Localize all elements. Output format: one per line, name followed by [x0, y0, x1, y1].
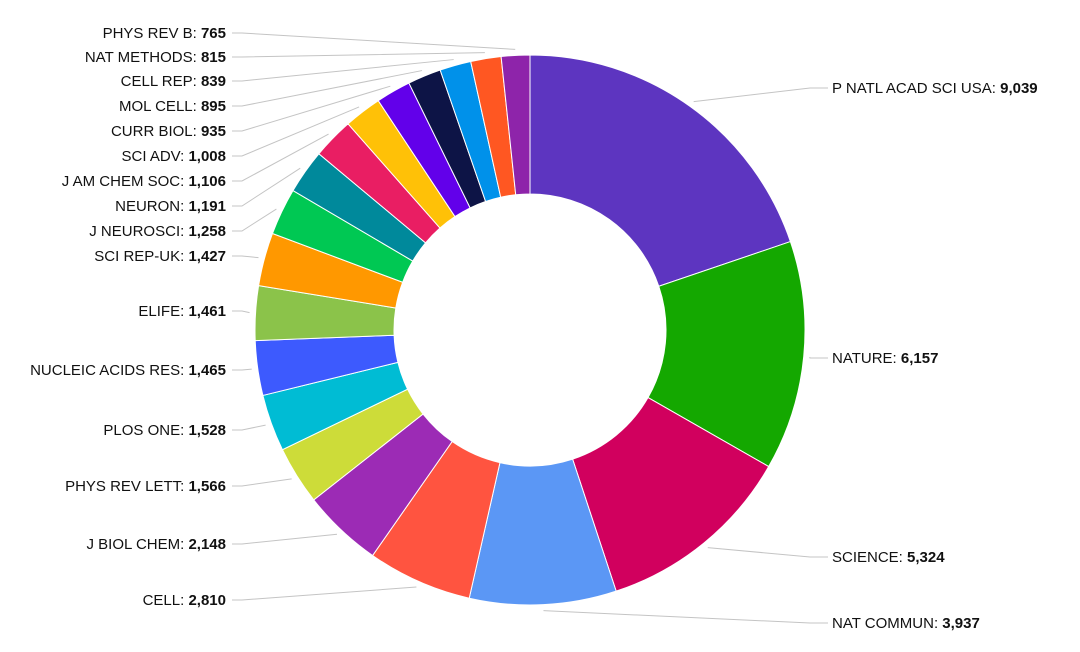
slice-nature[interactable] — [647, 240, 806, 468]
leader-line-neuron — [232, 167, 301, 207]
data-label-neuron: NEURON: 1,191 — [115, 198, 226, 215]
leader-line-j-biol-chem — [232, 533, 338, 545]
label-name: NAT COMMUN: — [832, 615, 942, 632]
leader-lines-group — [232, 32, 828, 624]
leader-line-science — [707, 547, 828, 558]
leader-line-nat-methods — [232, 52, 485, 58]
data-label-sci-rep-uk: SCI REP-UK: 1,427 — [94, 248, 226, 265]
label-name: SCI REP-UK: — [94, 248, 188, 265]
data-label-phys-rev-lett: PHYS REV LETT: 1,566 — [65, 478, 226, 495]
leader-line-nat-commun — [543, 610, 828, 624]
label-name: NEURON: — [115, 198, 188, 215]
label-name: P NATL ACAD SCI USA: — [832, 80, 1000, 97]
leader-line-j-neurosci — [232, 208, 277, 232]
label-name: NATURE: — [832, 350, 901, 367]
label-name: CURR BIOL: — [111, 123, 201, 140]
label-name: PHYS REV LETT: — [65, 478, 188, 495]
label-value: 1,258 — [188, 223, 226, 240]
leader-line-curr-biol — [232, 85, 391, 132]
label-value: 815 — [201, 49, 226, 66]
label-value: 765 — [201, 25, 226, 42]
leader-line-p-natl-acad-sci-usa — [693, 87, 828, 103]
data-label-curr-biol: CURR BIOL: 935 — [111, 123, 226, 140]
slice-p-natl-acad-sci-usa[interactable] — [529, 54, 792, 287]
leader-line-phys-rev-lett — [232, 478, 292, 487]
data-label-science: SCIENCE: 5,324 — [832, 549, 945, 566]
label-value: 9,039 — [1000, 80, 1038, 97]
label-value: 1,106 — [188, 173, 226, 190]
label-value: 6,157 — [901, 350, 939, 367]
label-name: J AM CHEM SOC: — [62, 173, 189, 190]
label-name: CELL: — [143, 592, 189, 609]
leader-line-sci-rep-uk — [232, 255, 259, 259]
label-value: 1,461 — [188, 303, 226, 320]
label-value: 1,465 — [188, 362, 226, 379]
label-name: ELIFE: — [138, 303, 188, 320]
data-label-plos-one: PLOS ONE: 1,528 — [103, 422, 226, 439]
data-label-cell: CELL: 2,810 — [143, 592, 226, 609]
data-label-phys-rev-b: PHYS REV B: 765 — [103, 25, 226, 42]
label-value: 839 — [201, 73, 226, 90]
data-label-elife: ELIFE: 1,461 — [138, 303, 226, 320]
slice-phys-rev-b[interactable] — [500, 54, 531, 196]
label-value: 2,810 — [188, 592, 226, 609]
label-value: 1,566 — [188, 478, 226, 495]
label-name: CELL REP: — [121, 73, 201, 90]
leader-line-cell-rep — [232, 59, 454, 82]
data-label-cell-rep: CELL REP: 839 — [121, 73, 226, 90]
data-label-nature: NATURE: 6,157 — [832, 350, 938, 367]
label-name: J BIOL CHEM: — [86, 536, 188, 553]
leader-line-cell — [232, 586, 417, 601]
label-value: 1,427 — [188, 248, 226, 265]
label-name: PHYS REV B: — [103, 25, 201, 42]
label-value: 5,324 — [907, 549, 945, 566]
leader-line-mol-cell — [232, 70, 423, 107]
label-name: J NEUROSCI: — [89, 223, 188, 240]
slices-group — [254, 54, 806, 606]
data-label-j-am-chem-soc: J AM CHEM SOC: 1,106 — [62, 173, 226, 190]
data-label-nat-commun: NAT COMMUN: 3,937 — [832, 615, 980, 632]
data-label-mol-cell: MOL CELL: 895 — [119, 98, 226, 115]
leader-line-j-am-chem-soc — [232, 133, 329, 182]
leader-line-plos-one — [232, 424, 266, 431]
data-label-sci-adv: SCI ADV: 1,008 — [121, 148, 226, 165]
labels-group: P NATL ACAD SCI USA: 9,039 NATURE: 6,157 S… — [30, 25, 1038, 632]
leader-line-nucleic-acids-res — [232, 368, 252, 371]
label-value: 895 — [201, 98, 226, 115]
data-label-nucleic-acids-res: NUCLEIC ACIDS RES: 1,465 — [30, 362, 226, 379]
label-value: 1,528 — [188, 422, 226, 439]
label-value: 2,148 — [188, 536, 226, 553]
label-value: 3,937 — [942, 615, 980, 632]
leader-line-sci-adv — [232, 106, 360, 157]
label-name: SCIENCE: — [832, 549, 907, 566]
leader-line-phys-rev-b — [232, 32, 516, 50]
leader-line-nature — [809, 356, 828, 359]
label-name: NUCLEIC ACIDS RES: — [30, 362, 188, 379]
data-label-p-natl-acad-sci-usa: P NATL ACAD SCI USA: 9,039 — [832, 80, 1038, 97]
label-name: PLOS ONE: — [103, 422, 188, 439]
label-value: 1,191 — [188, 198, 226, 215]
label-value: 1,008 — [188, 148, 226, 165]
leader-line-elife — [232, 310, 250, 314]
label-name: MOL CELL: — [119, 98, 201, 115]
data-label-j-biol-chem: J BIOL CHEM: 2,148 — [86, 536, 226, 553]
label-name: NAT METHODS: — [85, 49, 201, 66]
data-label-j-neurosci: J NEUROSCI: 1,258 — [89, 223, 226, 240]
label-name: SCI ADV: — [121, 148, 188, 165]
label-value: 935 — [201, 123, 226, 140]
data-label-nat-methods: NAT METHODS: 815 — [85, 49, 226, 66]
